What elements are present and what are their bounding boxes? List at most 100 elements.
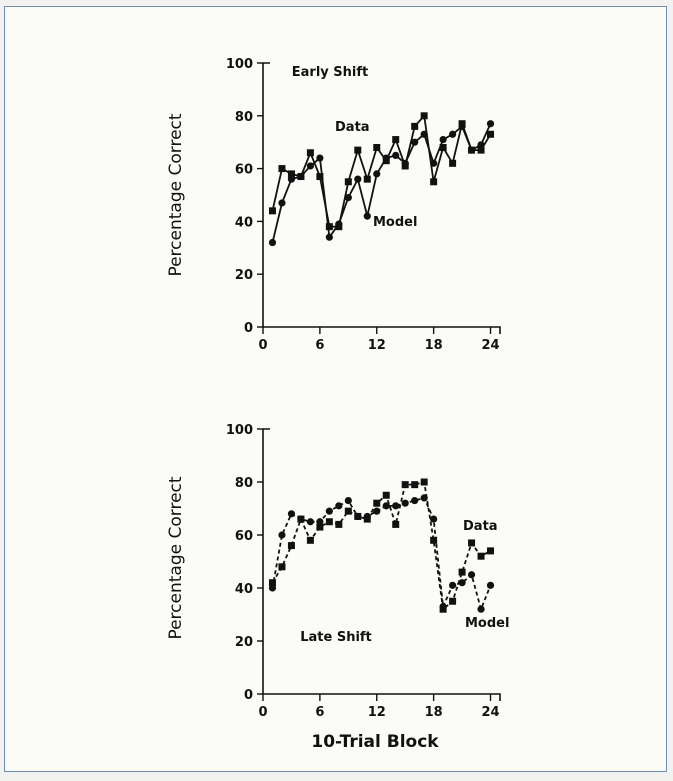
early-model-point [486, 120, 495, 128]
late-data-point [306, 536, 314, 544]
late-data-label: Data [463, 519, 498, 534]
early-x-ticks: 0 6 12 18 24 [258, 327, 500, 353]
figure-frame [4, 6, 667, 772]
late-x-ticks: 0 6 12 18 24 [258, 694, 500, 720]
early-data-point [354, 146, 362, 154]
early-model-label: Model [373, 215, 417, 230]
late-model-point [486, 581, 495, 589]
early-y-tick-label: 80 [235, 110, 253, 125]
late-model-point [278, 531, 286, 539]
late-y-tick-label: 80 [235, 476, 253, 491]
early-data-point [363, 175, 371, 183]
early-x-tick-label: 0 [258, 338, 267, 353]
late-model-point [382, 502, 390, 510]
early-model-point [392, 151, 400, 159]
late-data-point [287, 542, 295, 550]
late-data-point [430, 536, 438, 544]
late-model-series-line [271, 496, 492, 613]
early-y-axis-title: Percentage Correct [166, 113, 186, 276]
late-data-point [325, 518, 333, 526]
early-model-point [316, 154, 324, 162]
early-data-point [325, 223, 333, 231]
early-model-point [430, 159, 438, 167]
late-data-point [458, 568, 466, 576]
late-data-point [316, 523, 324, 531]
late-data-point [468, 539, 476, 547]
late-x-tick-label: 0 [258, 705, 267, 720]
early-data-point [411, 122, 419, 130]
early-model-point [325, 233, 333, 241]
early-model-point [306, 162, 314, 170]
early-data-point [268, 207, 276, 215]
early-model-point [458, 122, 466, 130]
late-model-point [420, 494, 428, 502]
early-data-point [420, 112, 428, 120]
late-data-point [268, 579, 276, 587]
late-model-point [430, 515, 438, 523]
late-model-point [287, 510, 296, 518]
early-y-tick-label: 40 [235, 215, 253, 230]
early-data-series-line [271, 113, 492, 228]
late-model-point [467, 571, 476, 579]
late-model-point [392, 502, 400, 510]
late-model-point [439, 602, 447, 611]
early-model-point [467, 146, 476, 154]
early-data-point [477, 146, 485, 154]
early-data-point [306, 149, 314, 157]
late-x-tick-label: 12 [368, 705, 386, 720]
early-x-tick-label: 24 [481, 338, 499, 353]
late-model-point [344, 496, 352, 505]
late-model-point [411, 496, 419, 505]
early-data-point [392, 136, 400, 144]
late-model-point [477, 605, 485, 613]
early-x-tick-label: 6 [315, 338, 324, 353]
late-plot-area [268, 478, 495, 613]
late-model-point [363, 512, 371, 521]
late-data-point [382, 491, 390, 499]
early-data-point [439, 143, 447, 151]
early-data-point [278, 165, 286, 173]
late-y-axis-title: Percentage Correct [166, 476, 186, 639]
late-y-tick-label: 20 [235, 635, 253, 650]
late-data-point [373, 499, 381, 507]
early-y-tick-label: 60 [235, 163, 253, 178]
early-shift-title: Early Shift [292, 65, 368, 80]
late-model-point [335, 502, 343, 510]
early-y-tick-label: 20 [235, 268, 253, 283]
late-model-point [316, 518, 324, 526]
early-model-point [363, 212, 371, 220]
early-data-point [316, 173, 324, 181]
early-model-point [449, 130, 457, 138]
early-data-point [344, 178, 352, 186]
early-model-point [420, 130, 428, 138]
late-shift-title: Late Shift [300, 630, 372, 645]
early-model-point [278, 199, 286, 207]
late-y-tick-label: 0 [244, 688, 253, 703]
late-model-point [325, 507, 333, 515]
late-data-point [487, 547, 495, 555]
late-data-point [411, 481, 419, 489]
x-axis-title: 10-Trial Block [311, 732, 439, 752]
late-x-tick-label: 24 [481, 705, 499, 720]
late-model-point [268, 584, 277, 592]
early-data-point [373, 143, 381, 151]
early-model-point [382, 154, 390, 162]
late-model-point [306, 518, 314, 526]
late-x-tick-label: 6 [315, 705, 324, 720]
late-data-point [335, 520, 343, 528]
early-y-tick-label: 100 [226, 57, 253, 72]
early-axes [262, 62, 501, 334]
early-data-point [430, 178, 438, 186]
early-model-point [287, 175, 296, 183]
early-y-ticks: 0 20 40 60 80 100 [226, 57, 263, 336]
early-model-point [373, 170, 381, 178]
late-data-point [278, 563, 286, 571]
early-model-point [335, 220, 343, 228]
late-model-point [373, 507, 381, 515]
late-model-point [449, 581, 457, 589]
early-y-tick-label: 0 [244, 321, 253, 336]
late-data-point [420, 478, 428, 486]
late-data-point [392, 520, 400, 528]
early-model-point [477, 141, 485, 149]
early-model-point [439, 135, 447, 144]
